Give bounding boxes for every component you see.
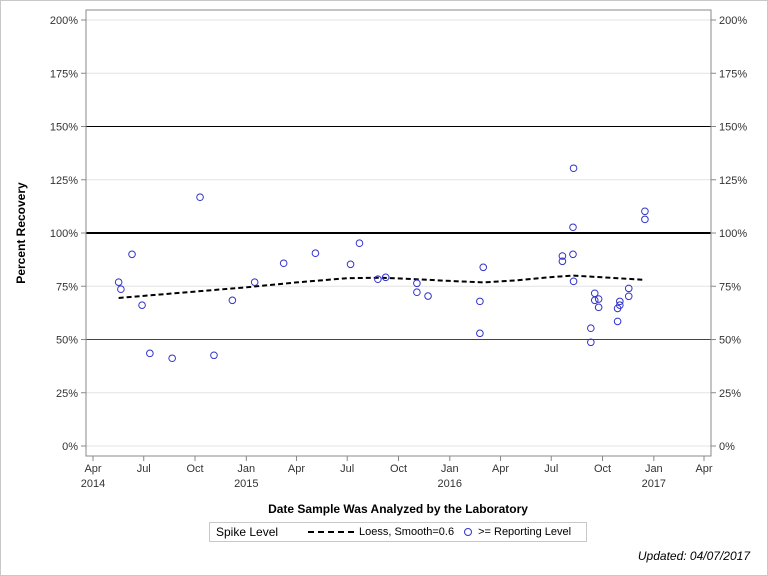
loess-curve	[118, 274, 645, 299]
y-tick-label: 175%	[50, 68, 78, 80]
data-point	[569, 164, 578, 173]
loess-line-icon	[308, 531, 354, 533]
data-point	[413, 279, 421, 288]
legend-loess: Loess, Smooth=0.6	[359, 526, 455, 538]
data-point	[279, 259, 288, 268]
data-point	[569, 250, 577, 259]
data-point	[413, 288, 421, 297]
y-tick-label: 150%	[50, 122, 78, 134]
data-point	[558, 257, 567, 266]
y-tick-label-right: 100%	[719, 228, 747, 240]
y-tick-label-right: 150%	[719, 122, 747, 134]
data-point	[117, 285, 125, 294]
y-tick-label: 25%	[56, 388, 78, 400]
data-point	[616, 297, 624, 306]
x-tick-label: Jul	[340, 463, 354, 475]
x-tick-label: Apr	[492, 463, 509, 475]
x-tick-label: Oct	[186, 463, 203, 475]
data-point	[616, 301, 624, 310]
y-tick-label-right: 50%	[719, 335, 741, 347]
legend-title: Spike Level	[216, 525, 279, 539]
data-point	[196, 193, 204, 202]
data-point	[641, 207, 649, 216]
y-tick-label-right: 75%	[719, 281, 741, 293]
y-tick-label: 0%	[62, 441, 78, 453]
data-point	[128, 250, 136, 259]
y-tick-label: 125%	[50, 175, 78, 187]
data-point	[476, 329, 484, 338]
x-tick-label: Apr	[84, 463, 101, 475]
data-point	[594, 295, 603, 303]
y-tick-label: 200%	[50, 15, 78, 27]
data-point	[569, 277, 578, 286]
data-point	[558, 252, 567, 260]
x-tick-year: 2017	[642, 478, 666, 490]
x-tick-label: Jan	[237, 463, 255, 475]
data-point	[590, 296, 599, 305]
data-point	[168, 354, 176, 363]
data-point	[569, 223, 577, 232]
y-tick-label-right: 0%	[719, 441, 735, 453]
data-point	[146, 349, 154, 358]
x-tick-label: Oct	[594, 463, 611, 475]
data-point	[210, 351, 218, 360]
data-point	[374, 275, 382, 284]
y-axis-label: Percent Recovery	[14, 182, 28, 284]
data-point	[311, 249, 320, 258]
data-point	[594, 303, 603, 312]
y-tick-label: 75%	[56, 281, 78, 293]
y-tick-label-right: 200%	[719, 15, 747, 27]
x-tick-year: 2014	[81, 478, 105, 490]
data-point	[624, 292, 633, 301]
data-point	[613, 317, 622, 326]
updated-note: Updated: 04/07/2017	[637, 549, 750, 563]
x-tick-label: Oct	[390, 463, 407, 475]
data-point	[228, 296, 237, 305]
data-point	[381, 273, 390, 282]
x-tick-label: Apr	[288, 463, 305, 475]
circle-marker-icon	[464, 528, 473, 536]
y-tick-label: 50%	[56, 335, 78, 347]
data-point	[641, 215, 649, 224]
data-point	[138, 301, 146, 310]
x-tick-label: Jul	[544, 463, 558, 475]
data-point	[587, 338, 595, 347]
y-tick-label: 100%	[50, 228, 78, 240]
data-point	[355, 239, 364, 248]
legend: Spike Level Loess, Smooth=0.6 >= Reporti…	[209, 522, 587, 542]
x-tick-label: Apr	[695, 463, 712, 475]
y-tick-label-right: 25%	[719, 388, 741, 400]
data-point	[250, 278, 259, 287]
data-point	[476, 297, 484, 306]
x-axis-label: Date Sample Was Analyzed by the Laborato…	[268, 502, 528, 516]
x-tick-year: 2016	[438, 478, 462, 490]
x-tick-label: Jan	[441, 463, 459, 475]
x-tick-label: Jul	[137, 463, 151, 475]
y-tick-label-right: 125%	[719, 175, 747, 187]
data-point	[587, 324, 595, 333]
x-tick-year: 2015	[234, 478, 258, 490]
data-point	[346, 260, 355, 269]
data-point	[424, 292, 432, 300]
legend-points: >= Reporting Level	[478, 526, 572, 538]
data-point	[479, 263, 488, 272]
data-point	[624, 284, 633, 293]
y-tick-label-right: 175%	[719, 68, 747, 80]
x-tick-label: Jan	[645, 463, 663, 475]
data-point	[114, 278, 123, 287]
